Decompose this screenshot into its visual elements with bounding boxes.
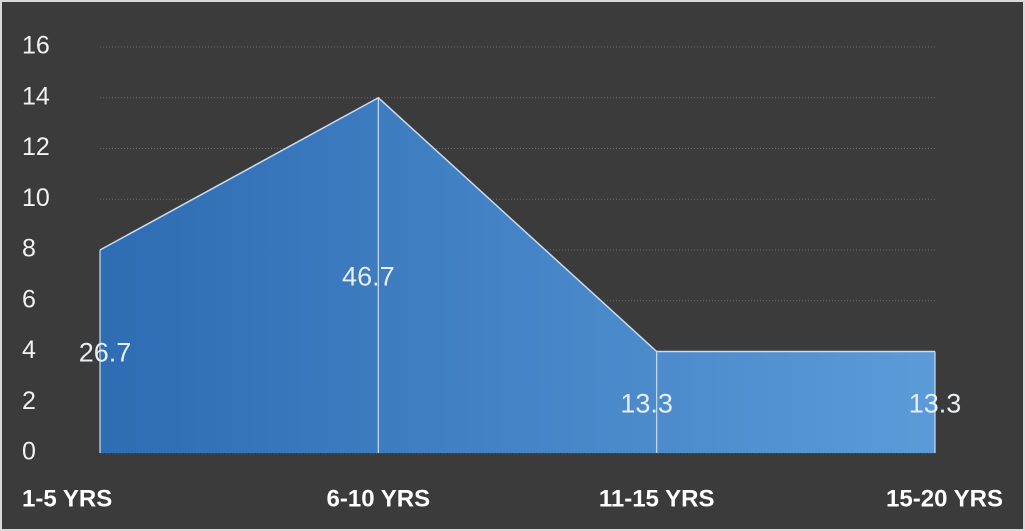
data-label: 13.3 (909, 388, 962, 418)
y-tick-label: 0 (22, 438, 36, 466)
y-tick-label: 14 (22, 82, 50, 110)
data-label: 46.7 (342, 262, 395, 292)
area (100, 97, 935, 453)
y-tick-label: 16 (22, 32, 50, 60)
x-tick-label: 6-10 YRS (327, 485, 431, 512)
y-tick-label: 2 (22, 387, 36, 415)
area-outline (99, 96, 935, 353)
y-tick-label: 8 (22, 235, 36, 263)
data-label: 26.7 (79, 338, 132, 368)
y-tick-label: 6 (22, 285, 36, 313)
data-label: 13.3 (620, 388, 673, 418)
y-tick-label: 10 (22, 184, 50, 212)
y-tick-label: 12 (22, 133, 50, 161)
x-tick-label: 15-20 YRS (886, 485, 1003, 512)
x-tick-label: 11-15 YRS (599, 485, 715, 512)
x-tick-label: 1-5 YRS (22, 485, 112, 512)
y-tick-label: 4 (22, 336, 36, 364)
